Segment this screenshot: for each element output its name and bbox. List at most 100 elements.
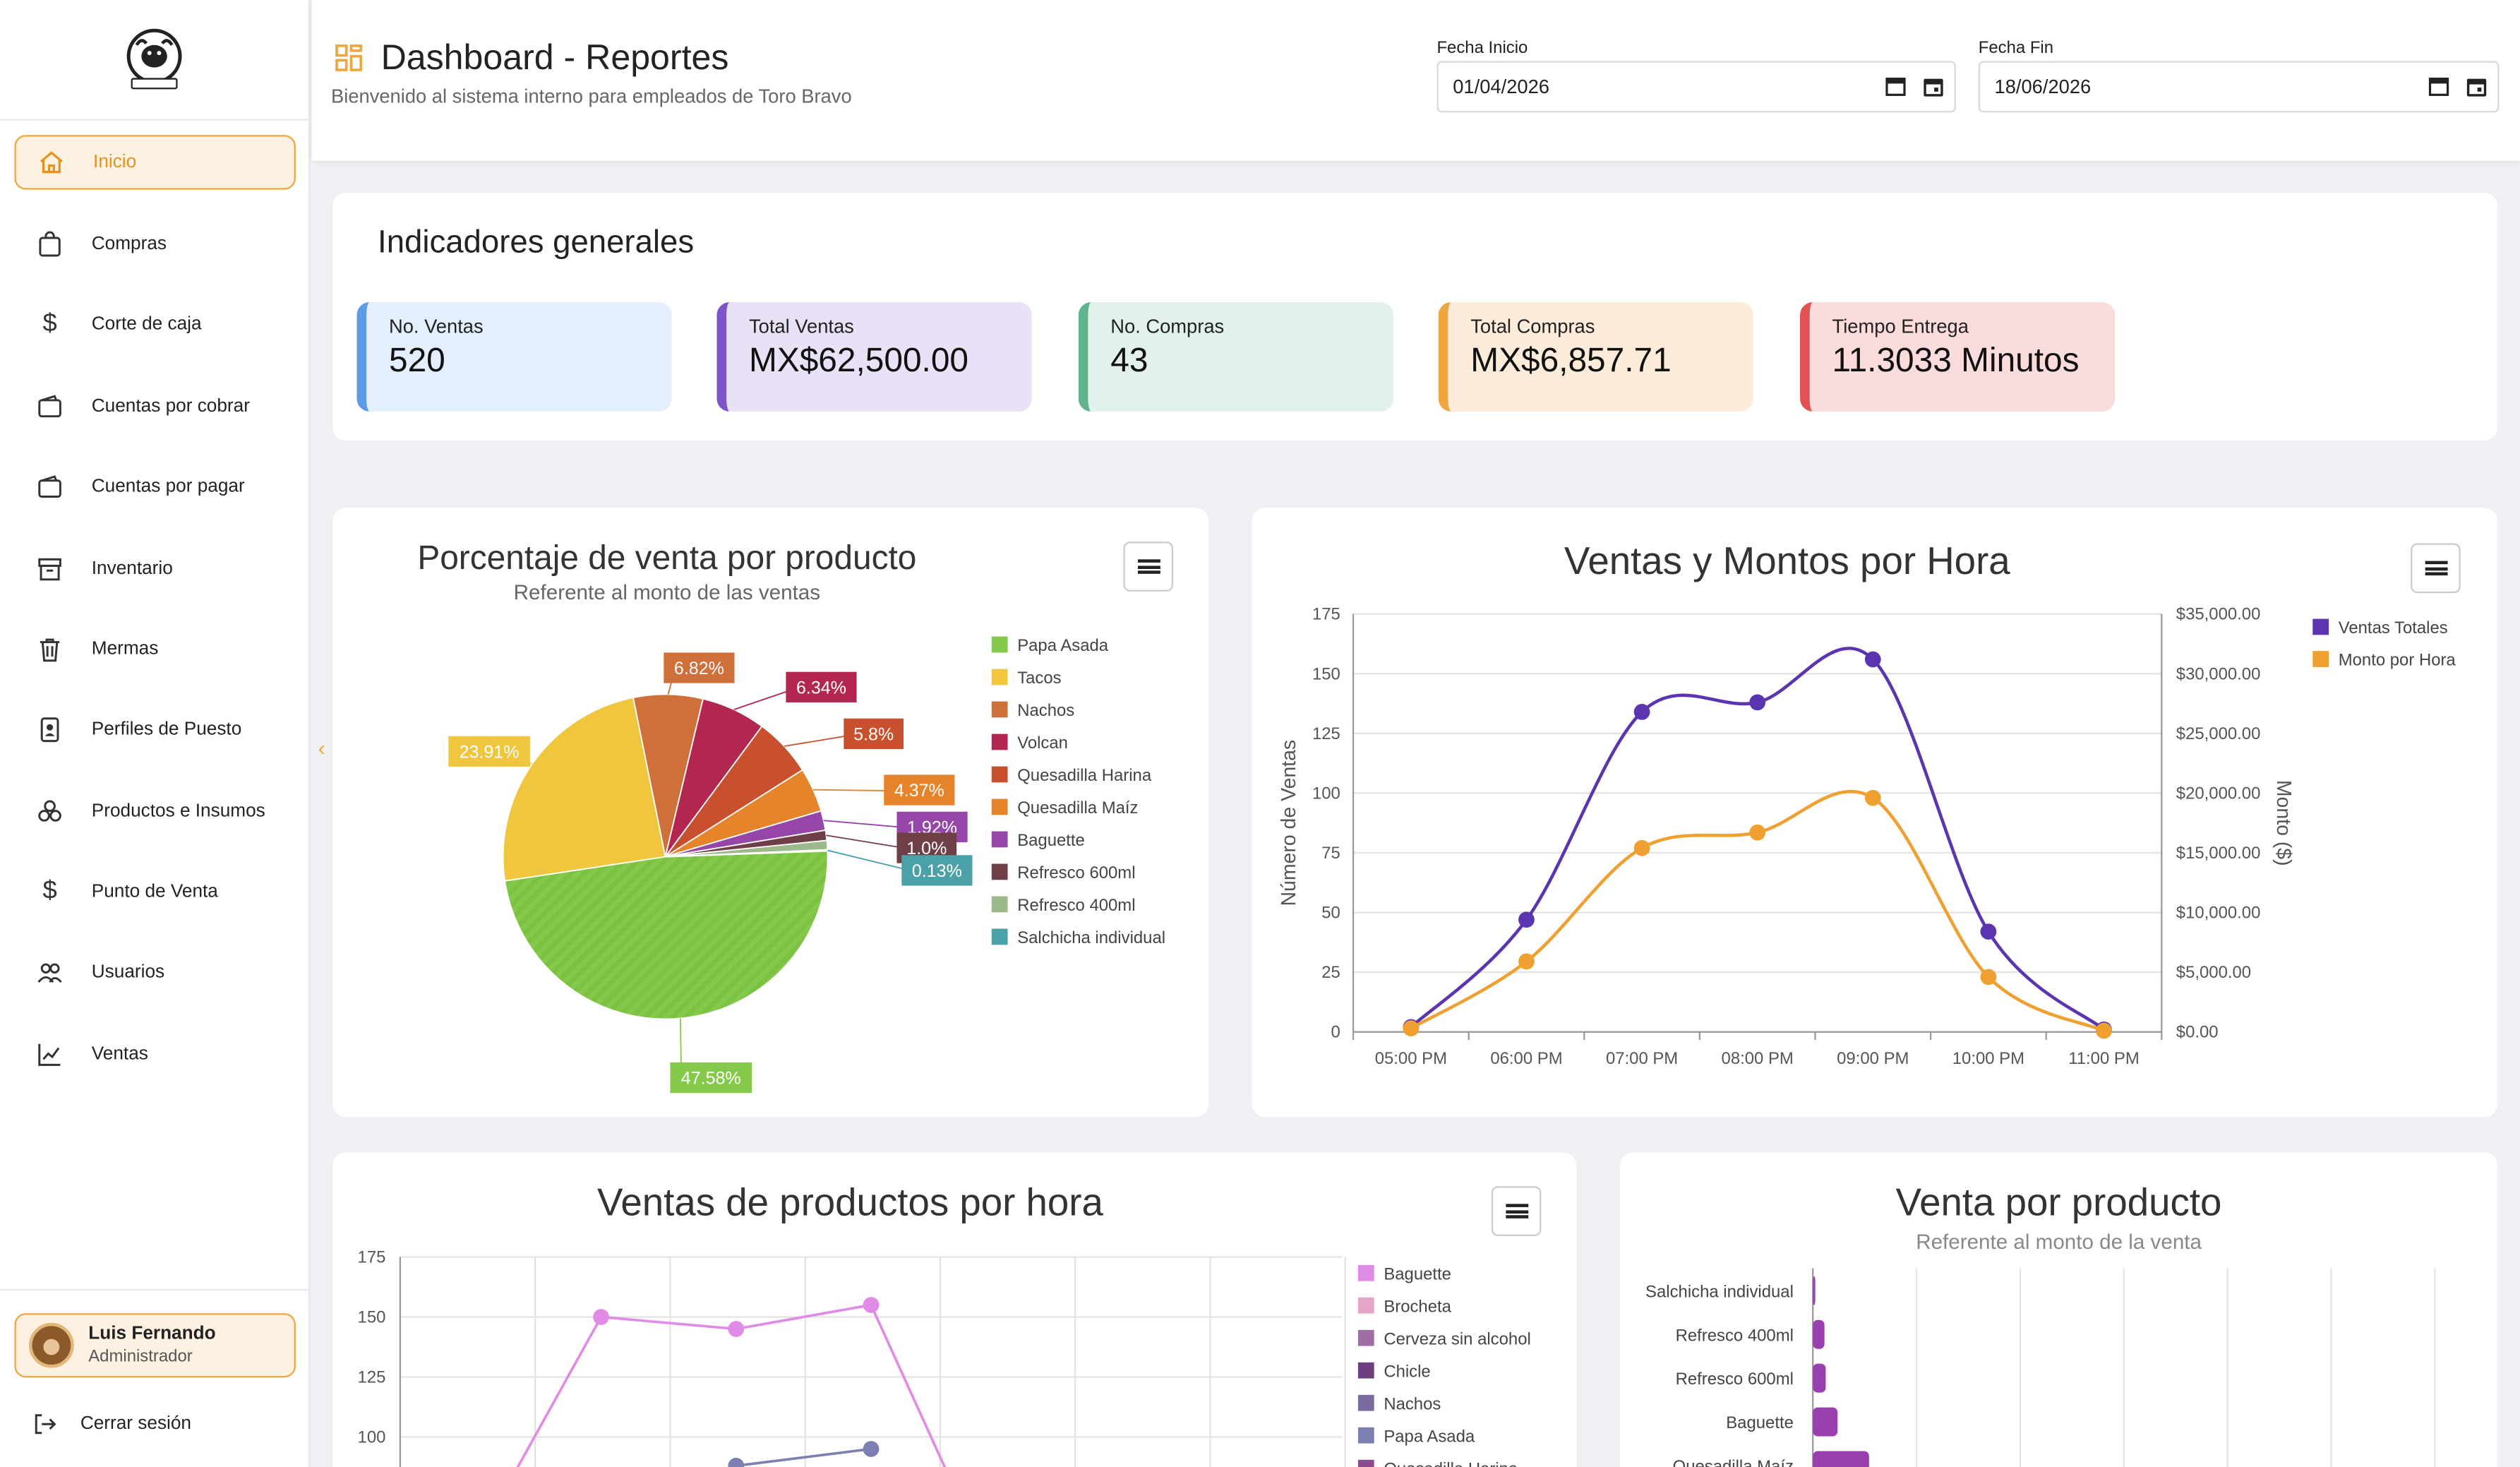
user-role: Administrador [88, 1346, 193, 1367]
calendar-icon[interactable] [2428, 76, 2449, 101]
sidebar-item-inicio[interactable]: Inicio [14, 135, 296, 190]
data-point[interactable] [728, 1457, 745, 1467]
legend-item[interactable]: Baguette [1017, 831, 1085, 850]
legend-item[interactable]: Ventas Totales [2339, 618, 2448, 637]
kpi-card: Total Compras MX$6,857.71 [1438, 302, 1753, 412]
legend-item[interactable]: Papa Asada [1017, 636, 1109, 655]
sidebar-item-mermas[interactable]: Mermas [14, 622, 295, 676]
y2-tick-label: $0.00 [2176, 1023, 2219, 1042]
y-tick-label: 125 [1312, 724, 1340, 743]
user-card[interactable]: Luis Fernando Administrador [14, 1313, 296, 1378]
data-point[interactable] [863, 1297, 880, 1313]
pie-data-label-bg [884, 774, 955, 806]
hamburger-icon [1136, 557, 1160, 576]
logout-button[interactable]: Cerrar sesión [32, 1411, 191, 1437]
bar[interactable] [1813, 1319, 1825, 1349]
data-point[interactable] [1864, 651, 1881, 668]
data-point[interactable] [1749, 694, 1766, 711]
page-subtitle: Bienvenido al sistema interno para emple… [331, 85, 852, 108]
hamburger-icon [2424, 558, 2447, 577]
sidebar-item-label: Productos e Insumos [91, 802, 265, 822]
header: Dashboard - Reportes Bienvenido al siste… [311, 0, 2520, 161]
data-point[interactable] [1633, 704, 1650, 720]
y2-tick-label: $25,000.00 [2176, 724, 2261, 743]
bar[interactable] [1813, 1407, 1838, 1437]
data-point[interactable] [1749, 824, 1766, 841]
y-tick-label: 100 [1312, 784, 1340, 803]
kpi-value: 11.3033 Minutos [1832, 342, 2080, 380]
chart-subtitle: Referente al monto de la venta [1916, 1229, 2202, 1254]
user-name: Luis Fernando [88, 1324, 216, 1344]
chart-menu-button[interactable] [2411, 543, 2461, 594]
legend-item[interactable]: Tacos [1017, 669, 1061, 688]
data-point[interactable] [1518, 911, 1535, 928]
data-point[interactable] [1864, 789, 1881, 806]
sidebar-item-productos-e-insumos[interactable]: Productos e Insumos [14, 784, 295, 839]
legend-item[interactable]: Salchicha individual [1017, 928, 1165, 947]
legend-item[interactable]: Papa Asada [1384, 1427, 1475, 1446]
sidebar-item-inventario[interactable]: Inventario [14, 541, 295, 596]
sidebar-item-usuarios[interactable]: Usuarios [14, 945, 295, 1000]
pie-data-label: 23.91% [460, 743, 520, 762]
sidebar-item-cuentas-por-pagar[interactable]: Cuentas por pagar [14, 460, 295, 514]
pie-slice[interactable] [665, 849, 829, 858]
legend-item[interactable]: Quesadilla Harina [1384, 1459, 1518, 1467]
legend-item[interactable]: Baguette [1384, 1264, 1451, 1283]
legend-item[interactable]: Brocheta [1384, 1297, 1451, 1316]
logo[interactable] [0, 0, 309, 121]
pie-data-label: 6.34% [796, 678, 846, 697]
data-point[interactable] [728, 1321, 745, 1337]
data-point[interactable] [1633, 839, 1650, 856]
bar[interactable] [1813, 1363, 1826, 1393]
bar[interactable] [1813, 1451, 1869, 1467]
collapse-sidebar-icon[interactable]: ‹ [318, 736, 325, 760]
legend-item[interactable]: Cerveza sin alcohol [1384, 1329, 1530, 1348]
pie-data-label: 5.8% [853, 724, 894, 744]
y2-tick-label: $35,000.00 [2176, 605, 2261, 624]
legend-item[interactable]: Monto por Hora [2339, 651, 2456, 670]
calendar-icon[interactable] [2466, 76, 2488, 103]
calendar-icon[interactable] [1885, 76, 1907, 101]
sidebar-item-compras[interactable]: Compras [14, 217, 295, 271]
data-point[interactable] [863, 1441, 880, 1457]
chart-menu-button[interactable] [1491, 1186, 1542, 1236]
kpi-value: MX$62,500.00 [748, 342, 969, 380]
data-point[interactable] [593, 1309, 609, 1325]
sidebar-item-cuentas-por-cobrar[interactable]: Cuentas por cobrar [14, 379, 295, 433]
legend-item[interactable]: Quesadilla Maíz [1017, 798, 1138, 818]
data-point[interactable] [1980, 923, 1997, 940]
sidebar-item-ventas[interactable]: Ventas [14, 1027, 295, 1082]
legend-swatch [991, 701, 1008, 718]
fecha-fin-input[interactable]: 18/06/2026 [1978, 61, 2500, 113]
pie-data-label-bg [664, 652, 735, 683]
pie-connector [823, 820, 908, 829]
sidebar-item-punto-de-venta[interactable]: $ Punto de Venta [14, 865, 295, 919]
legend-item[interactable]: Refresco 400ml [1017, 896, 1135, 915]
calendar-icon[interactable] [1922, 76, 1945, 103]
chart-menu-button[interactable] [1123, 541, 1174, 592]
sidebar-item-perfiles-de-puesto[interactable]: Perfiles de Puesto [14, 702, 295, 757]
y2-axis-label: Monto ($) [2272, 780, 2295, 866]
legend-item[interactable]: Chicle [1384, 1362, 1430, 1381]
pie-slice[interactable] [504, 850, 829, 1020]
venta-producto-card: Venta por producto Referente al monto de… [1620, 1152, 2498, 1467]
fecha-inicio-input[interactable]: 01/04/2026 [1436, 61, 1956, 113]
data-point[interactable] [1403, 1020, 1420, 1037]
y2-tick-label: $5,000.00 [2176, 963, 2251, 982]
legend-item[interactable]: Volcan [1017, 734, 1068, 753]
sidebar-item-corte-de-caja[interactable]: $ Corte de caja [14, 297, 295, 352]
legend-item[interactable]: Nachos [1017, 701, 1074, 720]
legend-item[interactable]: Nachos [1384, 1394, 1441, 1413]
bar[interactable] [1813, 1276, 1816, 1305]
line-chart: 0 $0.00 25 $5,000.00 50 $10,000.00 75 $15,000.0… [1278, 605, 2456, 1069]
legend-item[interactable]: Quesadilla Harina [1017, 766, 1152, 785]
data-point[interactable] [1518, 953, 1535, 970]
data-point[interactable] [2096, 1022, 2112, 1039]
legend-item[interactable]: Refresco 600ml [1017, 863, 1135, 882]
chart-title: Ventas y Montos por Hora [1564, 540, 2010, 584]
x-tick-label: 08:00 PM [1722, 1049, 1794, 1068]
avatar [28, 1322, 74, 1368]
productos-line-chart: 175 150 125 100 Baguette Brocheta Cerveza sin … [358, 1247, 1531, 1467]
data-point[interactable] [1980, 969, 1997, 986]
y2-tick-label: $15,000.00 [2176, 844, 2261, 863]
